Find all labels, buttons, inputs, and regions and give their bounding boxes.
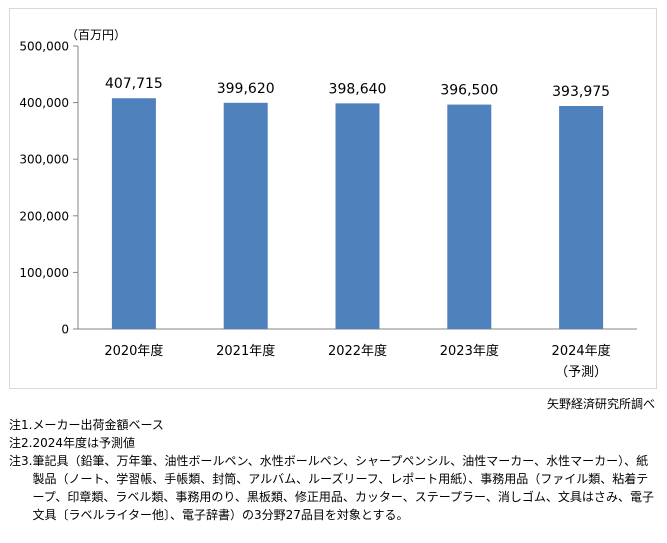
x-tick-label: 2024年度	[552, 343, 611, 359]
bar	[111, 98, 156, 329]
data-label: 396,500	[440, 83, 498, 99]
y-tick-label: 100,000	[19, 266, 69, 280]
data-label: 407,715	[105, 76, 163, 92]
data-label: 399,620	[217, 81, 275, 97]
data-label: 393,975	[552, 84, 610, 100]
note-label: 注1.	[9, 418, 33, 432]
y-tick-label: 400,000	[19, 96, 69, 110]
bar	[223, 102, 268, 329]
x-tick-label: 2022年度	[328, 343, 387, 359]
y-axis-unit-label: （百万円）	[66, 28, 127, 42]
bar	[335, 103, 380, 330]
note-label: 注2.	[9, 436, 33, 450]
chart-frame: （百万円） 0 100,000 200,000 300,000 400,000 500,0…	[9, 8, 657, 389]
bar-chart: 0 100,000 200,000 300,000 400,000 500,000 407,…	[19, 40, 637, 380]
note-1: 注1. メーカー出荷金額ベース	[9, 416, 659, 434]
note-2: 注2. 2024年度は予測値	[9, 434, 659, 452]
x-tick-label: 2023年度	[440, 343, 499, 359]
x-tick-label: 2020年度	[104, 343, 163, 359]
source-credit: 矢野経済研究所調べ	[546, 397, 655, 411]
x-tick-sublabel: （予測）	[555, 365, 607, 380]
y-tick-label: 500,000	[19, 40, 69, 54]
note-text: 2024年度は予測値	[32, 436, 135, 450]
notes-section: 注1. メーカー出荷金額ベース 注2. 2024年度は予測値 注3. 筆記具（鉛…	[9, 416, 659, 524]
y-tick-label: 200,000	[19, 209, 69, 223]
bar	[447, 104, 492, 330]
y-tick-label: 300,000	[19, 153, 69, 167]
data-label: 398,640	[329, 81, 387, 97]
y-tick-label: 0	[61, 323, 69, 337]
note-text: 筆記具（鉛筆、万年筆、油性ボールペン、水性ボールペン、シャープペンシル、油性マー…	[32, 454, 654, 522]
x-tick-label: 2021年度	[216, 343, 275, 359]
bar	[559, 106, 604, 329]
note-label: 注3.	[9, 454, 33, 468]
note-3: 注3. 筆記具（鉛筆、万年筆、油性ボールペン、水性ボールペン、シャープペンシル、…	[9, 452, 659, 524]
note-text: メーカー出荷金額ベース	[32, 418, 164, 432]
